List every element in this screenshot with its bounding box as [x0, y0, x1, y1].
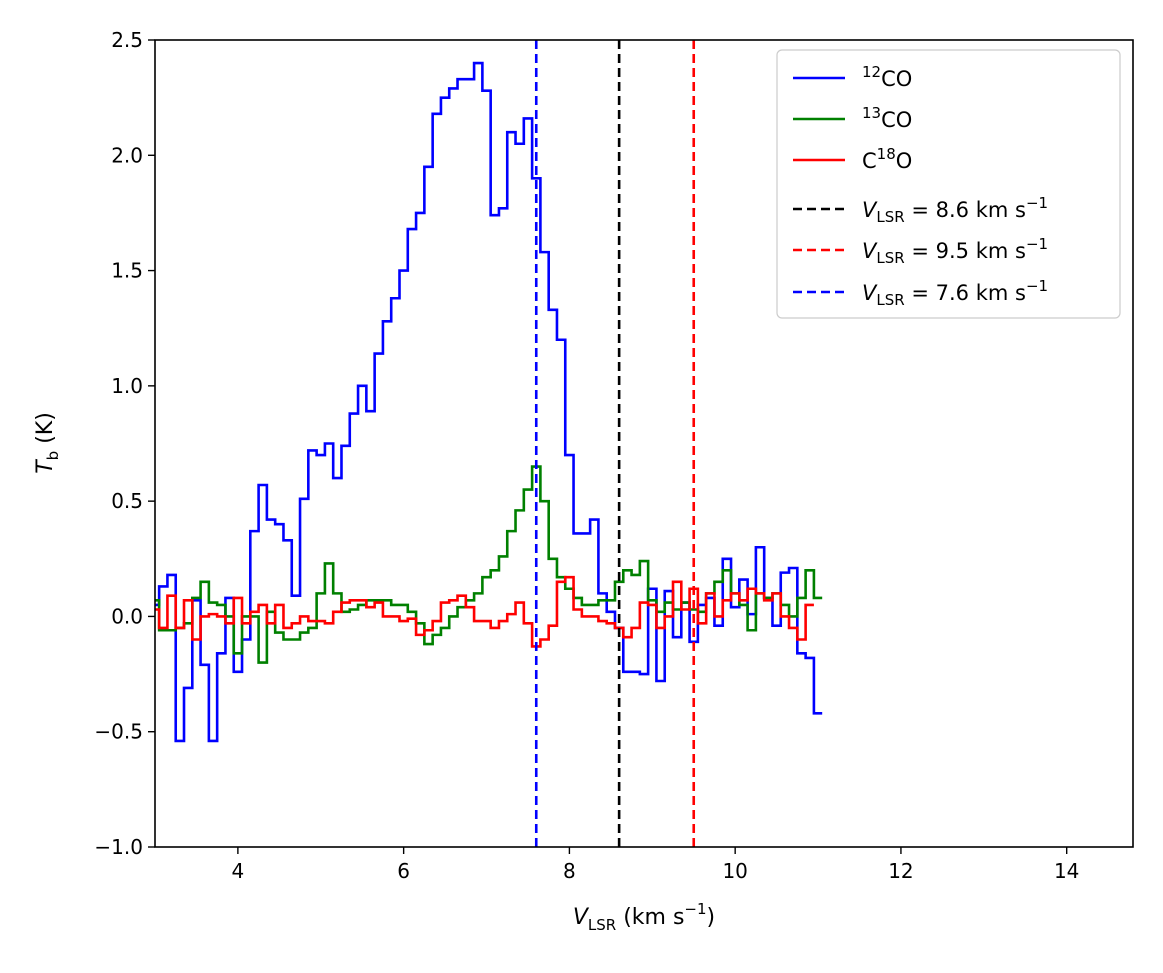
y-axis-title: Tb (K): [33, 412, 62, 474]
y-tick-label-2.5: 2.5: [111, 28, 143, 52]
y-tick-label--1: −1.0: [94, 835, 143, 859]
y-tick-label-1: 1.0: [111, 374, 143, 398]
legend: 12CO 13CO C18O VLSR = 8.6 km s−1 VLSR = …: [776, 49, 1121, 319]
legend-label-vlsr-7.6: VLSR = 7.6 km s−1: [862, 277, 1048, 309]
legend-label-vlsr-9.5: VLSR = 9.5 km s−1: [862, 235, 1048, 267]
plot-frame: [154, 39, 1134, 848]
y-tick-label-2: 2.0: [111, 143, 143, 167]
x-tick-label-14: 14: [1054, 859, 1079, 883]
series-line-c18o: [155, 575, 814, 648]
y-tick-label-1.5: 1.5: [111, 259, 143, 283]
ticks-layer: 4 6 8 10 12 14 −1.0 −0.5 0.0 0.5 1.0 1.5 2.0 2.5: [94, 28, 1079, 883]
y-tick-label-0.5: 0.5: [111, 489, 143, 513]
series-layer: [155, 61, 823, 743]
legend-label-12co: 12CO: [862, 63, 912, 91]
vline-layer: [534, 40, 696, 847]
y-tick-label--0.5: −0.5: [94, 720, 143, 744]
series-line-12co: [155, 61, 823, 743]
series-line-13co: [155, 465, 823, 664]
legend-label-vlsr-8.6: VLSR = 8.6 km s−1: [862, 194, 1048, 226]
x-tick-label-12: 12: [888, 859, 913, 883]
legend-label-13co: 13CO: [862, 104, 912, 132]
x-tick-label-4: 4: [232, 859, 245, 883]
x-tick-label-6: 6: [397, 859, 410, 883]
legend-label-c18o: C18O: [862, 145, 912, 173]
x-tick-label-8: 8: [563, 859, 576, 883]
x-axis-title: VLSR (km s−1): [573, 900, 715, 934]
legend-frame: [776, 49, 1121, 319]
x-tick-label-10: 10: [722, 859, 747, 883]
y-tick-label-0: 0.0: [111, 604, 143, 628]
